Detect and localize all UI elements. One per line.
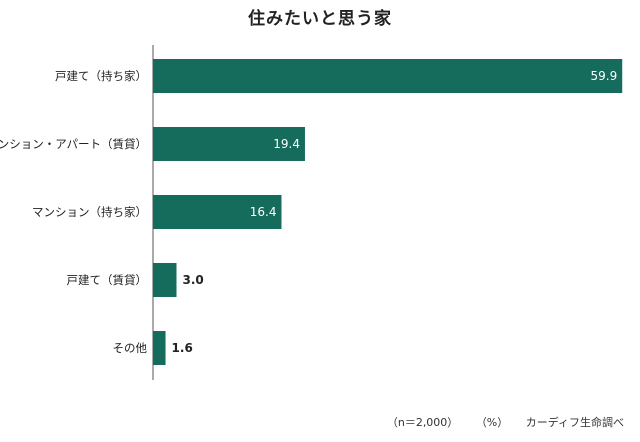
sample-size-note: （n＝2,000）: [386, 416, 459, 429]
category-label: マンション・アパート（賃貸）: [0, 137, 147, 151]
data-label: 16.4: [250, 205, 277, 219]
data-label: 59.9: [590, 69, 617, 83]
data-label: 3.0: [183, 273, 204, 287]
chart-title: 住みたいと思う家: [248, 9, 392, 29]
bar: [153, 127, 305, 161]
data-label: 1.6: [172, 341, 193, 355]
unit-note: （%）: [475, 416, 509, 429]
category-label: 戸建て（賃貸）: [67, 273, 148, 287]
bar: [153, 331, 166, 365]
chart-footer: （n＝2,000） （%） カーディフ生命調べ: [0, 414, 624, 430]
category-label: マンション（持ち家）: [32, 205, 147, 219]
bar: [153, 195, 282, 229]
category-label: 戸建て（持ち家）: [55, 69, 147, 83]
category-label: その他: [113, 341, 148, 355]
source-note: カーディフ生命調べ: [525, 416, 624, 429]
bars-group: 戸建て（持ち家） 59.9 マンション・アパート（賃貸） 19.4 マンション（持ち家）…: [0, 59, 623, 365]
bar: [153, 263, 177, 297]
data-label: 19.4: [273, 137, 300, 151]
bar: [153, 59, 623, 93]
